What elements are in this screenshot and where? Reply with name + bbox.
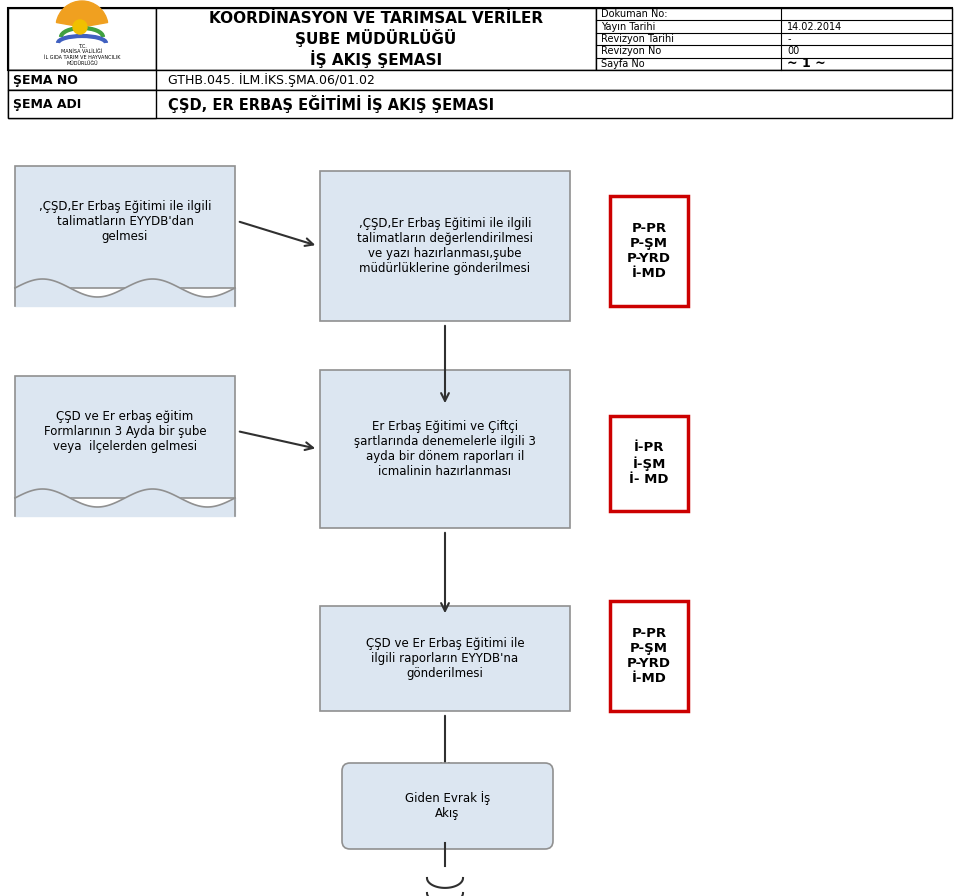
Text: Giden Evrak İş
Akış: Giden Evrak İş Akış bbox=[405, 791, 491, 821]
Text: 00: 00 bbox=[787, 47, 800, 56]
FancyBboxPatch shape bbox=[8, 70, 952, 90]
Text: ,ÇŞD,Er Erbaş Eğitimi ile ilgili
talimatların değerlendirilmesi
ve yazı hazırlan: ,ÇŞD,Er Erbaş Eğitimi ile ilgili talimat… bbox=[357, 217, 533, 275]
FancyBboxPatch shape bbox=[8, 8, 952, 70]
Text: Revizyon Tarihi: Revizyon Tarihi bbox=[601, 34, 674, 44]
FancyBboxPatch shape bbox=[320, 606, 570, 711]
FancyBboxPatch shape bbox=[610, 196, 688, 306]
FancyBboxPatch shape bbox=[320, 370, 570, 528]
Text: İ-PR
İ-ŞM
İ- MD: İ-PR İ-ŞM İ- MD bbox=[629, 441, 669, 486]
Text: -: - bbox=[787, 34, 791, 44]
Text: Er Erbaş Eğitimi ve Çiftçi
şartlarında denemelerle ilgili 3
ayda bir dönem rapor: Er Erbaş Eğitimi ve Çiftçi şartlarında d… bbox=[354, 420, 536, 478]
FancyBboxPatch shape bbox=[8, 8, 156, 70]
Text: ÇŞD ve Er Erbaş Eğitimi ile
ilgili raporların EYYDB'na
gönderilmesi: ÇŞD ve Er Erbaş Eğitimi ile ilgili rapor… bbox=[366, 637, 524, 680]
FancyBboxPatch shape bbox=[15, 166, 235, 288]
Text: P-PR
P-ŞM
P-YRD
İ-MD: P-PR P-ŞM P-YRD İ-MD bbox=[627, 222, 671, 280]
FancyBboxPatch shape bbox=[342, 763, 553, 849]
FancyBboxPatch shape bbox=[8, 90, 952, 118]
Text: ŞEMA ADI: ŞEMA ADI bbox=[13, 98, 82, 110]
FancyBboxPatch shape bbox=[610, 416, 688, 511]
Text: Dokuman No:: Dokuman No: bbox=[601, 9, 667, 19]
Text: P-PR
P-ŞM
P-YRD
İ-MD: P-PR P-ŞM P-YRD İ-MD bbox=[627, 627, 671, 685]
Text: GTHB.045. İLM.İKS.ŞMA.06/01.02: GTHB.045. İLM.İKS.ŞMA.06/01.02 bbox=[168, 73, 374, 87]
Text: ÇŞD, ER ERBAŞ EĞİTİMİ İŞ AKIŞ ŞEMASI: ÇŞD, ER ERBAŞ EĞİTİMİ İŞ AKIŞ ŞEMASI bbox=[168, 95, 494, 113]
FancyBboxPatch shape bbox=[320, 171, 570, 321]
Text: ~ 1 ~: ~ 1 ~ bbox=[787, 57, 826, 70]
Text: ÇŞD ve Er erbaş eğitim
Formlarının 3 Ayda bir şube
veya  ilçelerden gelmesi: ÇŞD ve Er erbaş eğitim Formlarının 3 Ayd… bbox=[44, 409, 206, 452]
FancyBboxPatch shape bbox=[156, 8, 596, 70]
Text: Revizyon No: Revizyon No bbox=[601, 47, 661, 56]
Text: T.C.
MANİSA VALİLİĞİ
İL GIDA TARIM VE HAYVANCILIK
MÜDÜRLÜĞÜ: T.C. MANİSA VALİLİĞİ İL GIDA TARIM VE HA… bbox=[44, 44, 120, 66]
Text: 14.02.2014: 14.02.2014 bbox=[787, 22, 842, 31]
Wedge shape bbox=[57, 1, 108, 27]
FancyBboxPatch shape bbox=[596, 8, 952, 70]
FancyBboxPatch shape bbox=[8, 70, 156, 90]
FancyBboxPatch shape bbox=[610, 601, 688, 711]
Text: ,ÇŞD,Er Erbaş Eğitimi ile ilgili
talimatların EYYDB'dan
gelmesi: ,ÇŞD,Er Erbaş Eğitimi ile ilgili talimat… bbox=[38, 200, 211, 243]
FancyBboxPatch shape bbox=[8, 90, 156, 118]
FancyBboxPatch shape bbox=[15, 376, 235, 498]
Text: Yayın Tarihi: Yayın Tarihi bbox=[601, 22, 656, 31]
Circle shape bbox=[73, 20, 87, 34]
Text: Sayfa No: Sayfa No bbox=[601, 59, 644, 69]
Text: KOORDİNASYON VE TARIMSAL VERİLER
ŞUBE MÜDÜRLÜĞÜ
İŞ AKIŞ ŞEMASI: KOORDİNASYON VE TARIMSAL VERİLER ŞUBE MÜ… bbox=[209, 11, 543, 67]
Text: ŞEMA NO: ŞEMA NO bbox=[13, 73, 78, 87]
